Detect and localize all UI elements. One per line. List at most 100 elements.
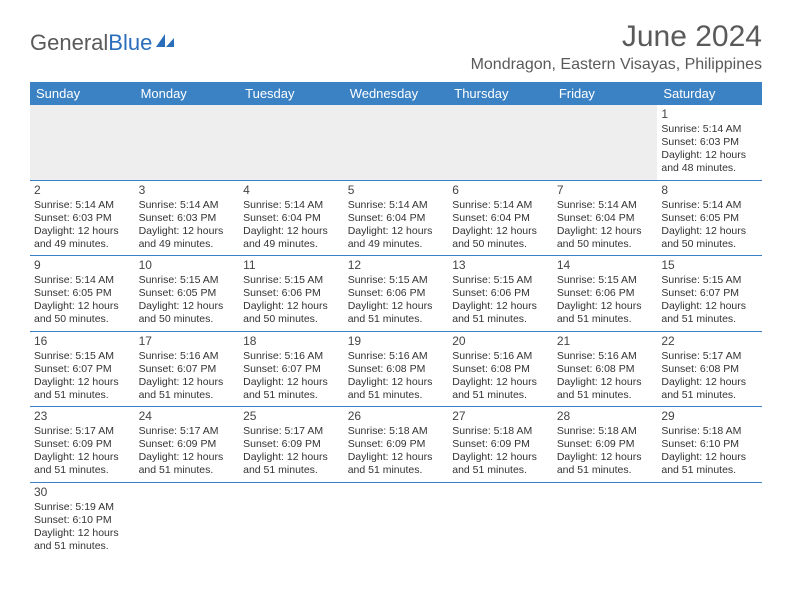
calendar-cell: 23Sunrise: 5:17 AMSunset: 6:09 PMDayligh… <box>30 407 135 483</box>
calendar-week-row: 23Sunrise: 5:17 AMSunset: 6:09 PMDayligh… <box>30 407 762 483</box>
day-number: 16 <box>34 334 131 349</box>
sunset-text: Sunset: 6:08 PM <box>661 363 758 376</box>
day-number: 8 <box>661 183 758 198</box>
sail-icon <box>154 30 176 56</box>
calendar-cell: 15Sunrise: 5:15 AMSunset: 6:07 PMDayligh… <box>657 256 762 332</box>
daylight-text: Daylight: 12 hours and 50 minutes. <box>34 300 131 326</box>
sunrise-text: Sunrise: 5:14 AM <box>348 199 445 212</box>
sunset-text: Sunset: 6:10 PM <box>661 438 758 451</box>
day-number: 29 <box>661 409 758 424</box>
calendar-cell: 3Sunrise: 5:14 AMSunset: 6:03 PMDaylight… <box>135 180 240 256</box>
calendar-cell: 8Sunrise: 5:14 AMSunset: 6:05 PMDaylight… <box>657 180 762 256</box>
daylight-text: Daylight: 12 hours and 51 minutes. <box>348 451 445 477</box>
calendar-cell: 21Sunrise: 5:16 AMSunset: 6:08 PMDayligh… <box>553 331 658 407</box>
daylight-text: Daylight: 12 hours and 51 minutes. <box>452 300 549 326</box>
day-number: 24 <box>139 409 236 424</box>
sunrise-text: Sunrise: 5:15 AM <box>557 274 654 287</box>
day-number: 26 <box>348 409 445 424</box>
sunset-text: Sunset: 6:03 PM <box>661 136 758 149</box>
sunset-text: Sunset: 6:08 PM <box>348 363 445 376</box>
day-number: 23 <box>34 409 131 424</box>
calendar-cell: 25Sunrise: 5:17 AMSunset: 6:09 PMDayligh… <box>239 407 344 483</box>
daylight-text: Daylight: 12 hours and 51 minutes. <box>557 451 654 477</box>
sunrise-text: Sunrise: 5:15 AM <box>348 274 445 287</box>
calendar-cell <box>239 105 344 180</box>
calendar-cell: 1Sunrise: 5:14 AMSunset: 6:03 PMDaylight… <box>657 105 762 180</box>
sunrise-text: Sunrise: 5:14 AM <box>452 199 549 212</box>
calendar-cell <box>448 105 553 180</box>
sunrise-text: Sunrise: 5:18 AM <box>348 425 445 438</box>
calendar-week-row: 9Sunrise: 5:14 AMSunset: 6:05 PMDaylight… <box>30 256 762 332</box>
day-header: Tuesday <box>239 82 344 105</box>
logo: GeneralBlue <box>30 20 176 56</box>
sunset-text: Sunset: 6:08 PM <box>557 363 654 376</box>
day-number: 2 <box>34 183 131 198</box>
day-number: 20 <box>452 334 549 349</box>
calendar-cell: 13Sunrise: 5:15 AMSunset: 6:06 PMDayligh… <box>448 256 553 332</box>
calendar-week-row: 2Sunrise: 5:14 AMSunset: 6:03 PMDaylight… <box>30 180 762 256</box>
daylight-text: Daylight: 12 hours and 51 minutes. <box>139 376 236 402</box>
daylight-text: Daylight: 12 hours and 50 minutes. <box>243 300 340 326</box>
calendar-table: SundayMondayTuesdayWednesdayThursdayFrid… <box>30 82 762 557</box>
day-header: Sunday <box>30 82 135 105</box>
daylight-text: Daylight: 12 hours and 51 minutes. <box>34 527 131 553</box>
calendar-cell: 20Sunrise: 5:16 AMSunset: 6:08 PMDayligh… <box>448 331 553 407</box>
calendar-cell: 2Sunrise: 5:14 AMSunset: 6:03 PMDaylight… <box>30 180 135 256</box>
sunset-text: Sunset: 6:08 PM <box>452 363 549 376</box>
day-number: 18 <box>243 334 340 349</box>
day-number: 14 <box>557 258 654 273</box>
sunrise-text: Sunrise: 5:15 AM <box>34 350 131 363</box>
sunset-text: Sunset: 6:09 PM <box>348 438 445 451</box>
sunset-text: Sunset: 6:09 PM <box>34 438 131 451</box>
calendar-cell: 9Sunrise: 5:14 AMSunset: 6:05 PMDaylight… <box>30 256 135 332</box>
sunrise-text: Sunrise: 5:15 AM <box>452 274 549 287</box>
calendar-cell: 16Sunrise: 5:15 AMSunset: 6:07 PMDayligh… <box>30 331 135 407</box>
daylight-text: Daylight: 12 hours and 51 minutes. <box>243 451 340 477</box>
month-title: June 2024 <box>471 20 762 54</box>
calendar-cell <box>344 482 449 557</box>
calendar-cell <box>657 482 762 557</box>
calendar-cell <box>239 482 344 557</box>
sunset-text: Sunset: 6:07 PM <box>243 363 340 376</box>
day-header: Thursday <box>448 82 553 105</box>
sunset-text: Sunset: 6:04 PM <box>243 212 340 225</box>
sunrise-text: Sunrise: 5:14 AM <box>34 199 131 212</box>
daylight-text: Daylight: 12 hours and 51 minutes. <box>557 300 654 326</box>
calendar-cell: 5Sunrise: 5:14 AMSunset: 6:04 PMDaylight… <box>344 180 449 256</box>
daylight-text: Daylight: 12 hours and 51 minutes. <box>139 451 236 477</box>
sunrise-text: Sunrise: 5:15 AM <box>243 274 340 287</box>
sunrise-text: Sunrise: 5:17 AM <box>661 350 758 363</box>
day-number: 13 <box>452 258 549 273</box>
calendar-cell: 17Sunrise: 5:16 AMSunset: 6:07 PMDayligh… <box>135 331 240 407</box>
sunrise-text: Sunrise: 5:16 AM <box>452 350 549 363</box>
sunset-text: Sunset: 6:06 PM <box>557 287 654 300</box>
title-block: June 2024 Mondragon, Eastern Visayas, Ph… <box>471 20 762 74</box>
calendar-cell: 30Sunrise: 5:19 AMSunset: 6:10 PMDayligh… <box>30 482 135 557</box>
sunset-text: Sunset: 6:06 PM <box>348 287 445 300</box>
day-number: 22 <box>661 334 758 349</box>
calendar-cell: 19Sunrise: 5:16 AMSunset: 6:08 PMDayligh… <box>344 331 449 407</box>
sunrise-text: Sunrise: 5:15 AM <box>661 274 758 287</box>
calendar-week-row: 30Sunrise: 5:19 AMSunset: 6:10 PMDayligh… <box>30 482 762 557</box>
sunrise-text: Sunrise: 5:15 AM <box>139 274 236 287</box>
sunset-text: Sunset: 6:07 PM <box>34 363 131 376</box>
calendar-cell: 12Sunrise: 5:15 AMSunset: 6:06 PMDayligh… <box>344 256 449 332</box>
calendar-week-row: 1Sunrise: 5:14 AMSunset: 6:03 PMDaylight… <box>30 105 762 180</box>
day-number: 7 <box>557 183 654 198</box>
sunset-text: Sunset: 6:03 PM <box>34 212 131 225</box>
daylight-text: Daylight: 12 hours and 49 minutes. <box>139 225 236 251</box>
calendar-cell <box>448 482 553 557</box>
sunrise-text: Sunrise: 5:16 AM <box>348 350 445 363</box>
day-number: 12 <box>348 258 445 273</box>
sunrise-text: Sunrise: 5:18 AM <box>557 425 654 438</box>
daylight-text: Daylight: 12 hours and 51 minutes. <box>452 376 549 402</box>
sunset-text: Sunset: 6:09 PM <box>557 438 654 451</box>
sunrise-text: Sunrise: 5:14 AM <box>557 199 654 212</box>
daylight-text: Daylight: 12 hours and 51 minutes. <box>348 376 445 402</box>
calendar-page: GeneralBlue June 2024 Mondragon, Eastern… <box>0 0 792 577</box>
day-number: 27 <box>452 409 549 424</box>
sunrise-text: Sunrise: 5:19 AM <box>34 501 131 514</box>
day-number: 28 <box>557 409 654 424</box>
logo-text-2: Blue <box>108 30 152 56</box>
sunset-text: Sunset: 6:04 PM <box>452 212 549 225</box>
